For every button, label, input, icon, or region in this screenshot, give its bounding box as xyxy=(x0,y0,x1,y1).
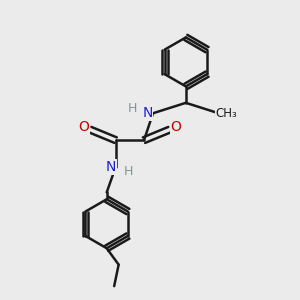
Text: O: O xyxy=(170,120,182,134)
Text: H: H xyxy=(128,102,137,115)
Text: H: H xyxy=(124,165,133,178)
Text: CH₃: CH₃ xyxy=(215,107,237,120)
Text: N: N xyxy=(106,160,116,174)
Text: N: N xyxy=(142,106,153,120)
Text: O: O xyxy=(78,120,89,134)
